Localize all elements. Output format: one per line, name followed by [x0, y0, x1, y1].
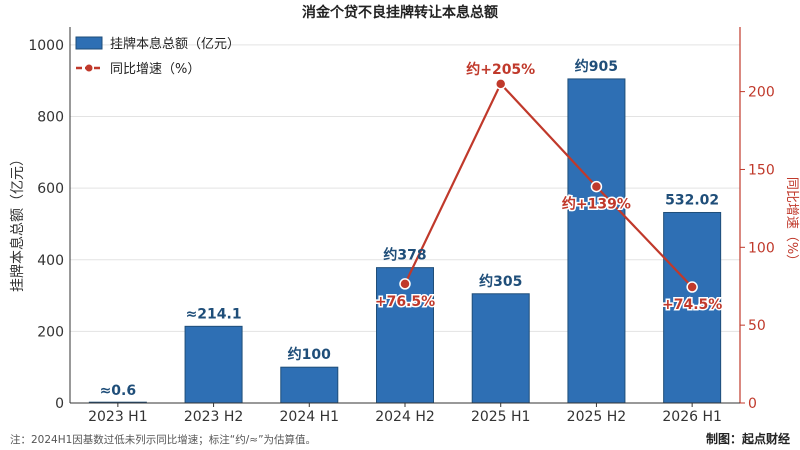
axes: 0 200 400 600 800 1000 0 50 100 150 200 2023 H1 2023…	[28, 27, 775, 425]
chart-title: 消金个贷不良挂牌转让本息总额	[302, 4, 498, 21]
right-axis-label: 同比增速（%）	[784, 177, 799, 267]
growth-label: +76.5%	[375, 294, 435, 310]
footnote: 注：2024H1因基数过低未列示同比增速；标注“约/≈”为估算值。	[10, 433, 316, 446]
left-tick-label: 1000	[28, 38, 64, 54]
x-tick-label: 2026 H1	[662, 409, 722, 425]
bars	[88, 78, 722, 404]
legend: 挂牌本息总额（亿元） 同比增速（%）	[75, 36, 240, 77]
right-tick-label: 100	[748, 240, 775, 256]
growth-label: +74.5%	[662, 297, 722, 313]
right-tick-label: 0	[748, 396, 757, 412]
right-tick-label: 200	[748, 85, 775, 101]
growth-line-path	[404, 81, 693, 288]
bar-value-label: ≈214.1	[186, 306, 242, 322]
legend-line-marker	[85, 64, 93, 72]
left-tick-label: 600	[37, 181, 64, 197]
x-tick-label: 2023 H1	[88, 409, 148, 425]
bar-value-label: 约905	[575, 58, 618, 75]
grid	[70, 44, 740, 332]
data-labels: ≈0.6 ≈214.1 约100 约378 约305 约905 532.02 +76.5% 约+…	[100, 58, 724, 399]
right-tick-label: 150	[748, 162, 775, 178]
legend-bar-label: 挂牌本息总额（亿元）	[110, 36, 240, 52]
legend-bar-swatch	[75, 36, 103, 50]
growth-line	[399, 78, 698, 293]
x-tick-label: 2025 H1	[471, 409, 531, 425]
left-tick-label: 200	[37, 324, 64, 340]
credit: 制图：起点财经	[706, 431, 790, 446]
bar-value-label: ≈0.6	[100, 383, 137, 399]
bar-value-label: 约378	[383, 247, 426, 264]
growth-point	[590, 180, 603, 193]
growth-point	[494, 78, 507, 90]
bar	[567, 78, 626, 404]
bar	[471, 293, 530, 404]
x-tick-label: 2025 H2	[567, 409, 627, 425]
bar-value-label: 约305	[479, 273, 522, 290]
bar-value-label: 532.02	[665, 192, 719, 208]
bar	[280, 366, 339, 404]
left-tick-label: 800	[37, 110, 64, 126]
growth-point	[399, 278, 411, 290]
x-tick-label: 2024 H2	[375, 409, 435, 425]
growth-label: 约+139%	[562, 196, 631, 213]
growth-label: 约+205%	[466, 61, 535, 78]
x-tick-label: 2023 H2	[184, 409, 244, 425]
right-tick-label: 50	[748, 318, 766, 334]
x-tick-label: 2024 H1	[280, 409, 340, 425]
legend-line-label: 同比增速（%）	[110, 62, 200, 77]
left-axis-label: 挂牌本息总额（亿元）	[9, 152, 26, 292]
left-tick-label: 0	[55, 396, 64, 412]
bar	[663, 211, 722, 404]
growth-point	[686, 281, 698, 293]
left-tick-label: 400	[37, 253, 64, 269]
bar-value-label: 约100	[288, 346, 331, 363]
bar	[376, 267, 434, 404]
bar	[184, 325, 243, 404]
